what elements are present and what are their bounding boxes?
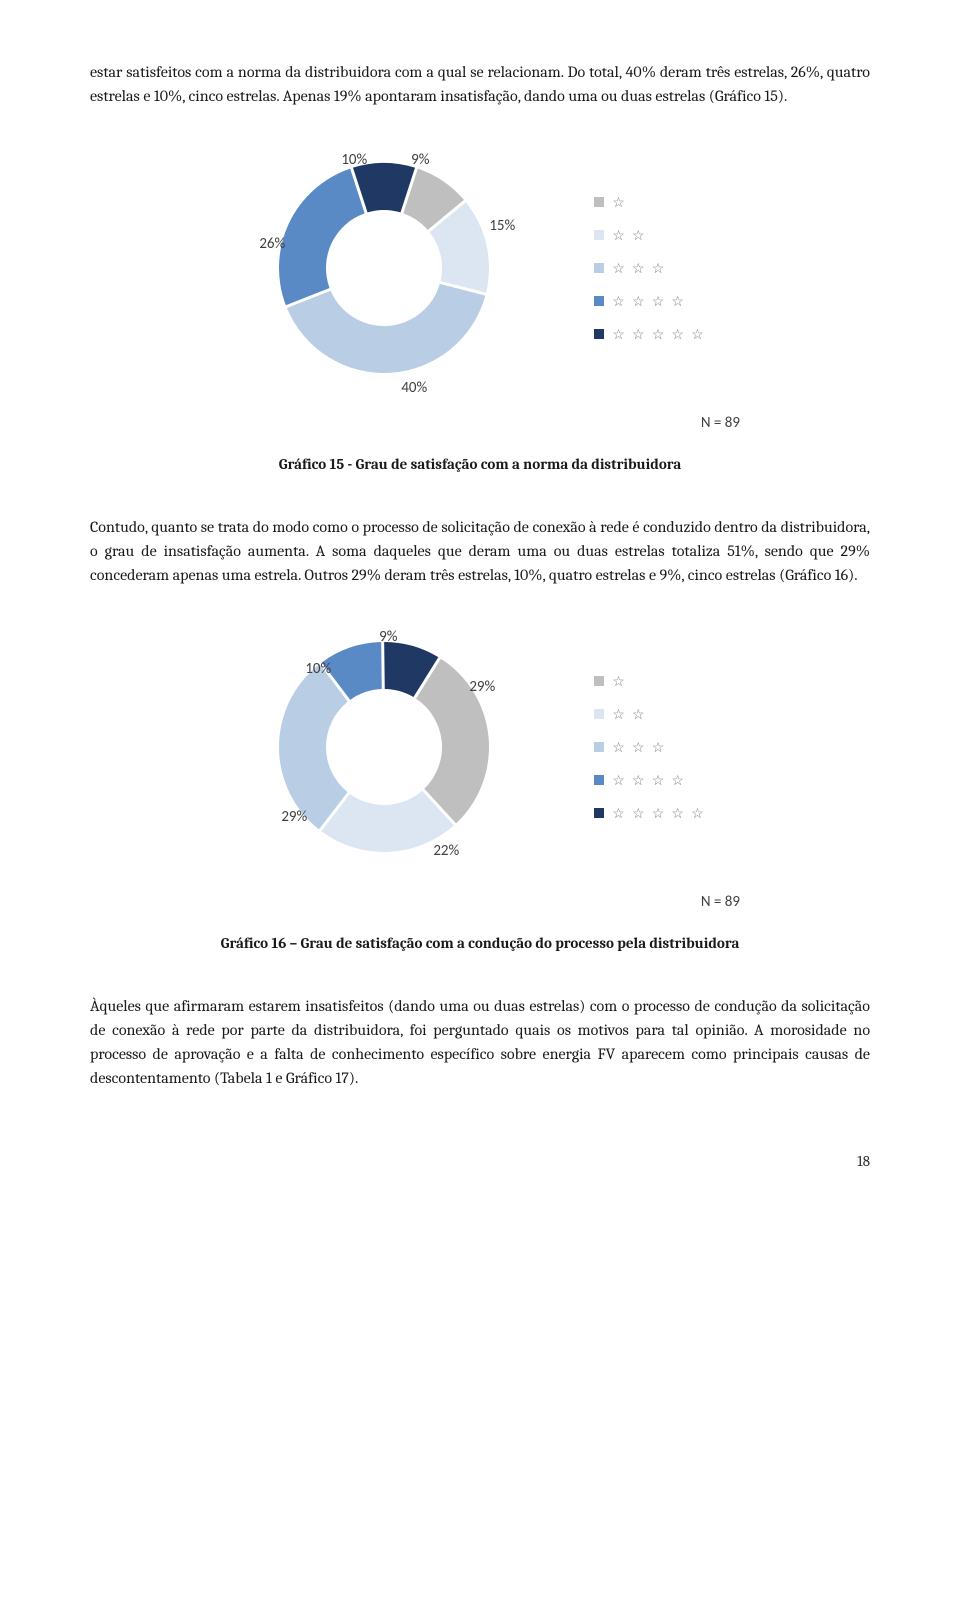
donut-slice xyxy=(287,284,485,373)
donut-slice-label: 22% xyxy=(433,840,459,863)
legend-item: ☆ ☆ ☆ ☆ ☆ xyxy=(594,324,705,345)
paragraph-after-16: Àqueles que afirmaram estarem insatisfei… xyxy=(90,994,870,1090)
legend-item: ☆ xyxy=(594,192,705,213)
page-number: 18 xyxy=(90,1150,870,1173)
legend-stars: ☆ ☆ ☆ ☆ ☆ xyxy=(612,803,705,824)
donut-slice-label: 10% xyxy=(305,658,331,681)
legend-swatch xyxy=(594,296,604,306)
chart-15-donut: 9% 15% 40% 26% 10% xyxy=(254,138,514,398)
legend-item: ☆ ☆ xyxy=(594,225,705,246)
donut-slice-label: 9% xyxy=(411,149,429,172)
legend-swatch xyxy=(594,329,604,339)
donut-slice-label: 10% xyxy=(341,149,367,172)
donut-slice-label: 40% xyxy=(401,377,427,400)
legend-item: ☆ ☆ ☆ ☆ xyxy=(594,770,705,791)
paragraph-intro-15: estar satisfeitos com a norma da distrib… xyxy=(90,60,870,108)
legend-stars: ☆ ☆ ☆ ☆ xyxy=(612,770,686,791)
legend-item: ☆ xyxy=(594,671,705,692)
chart-15-block: 9% 15% 40% 26% 10% ☆ ☆ ☆ ☆ ☆ ☆ ☆ ☆ ☆ ☆ ☆ ☆ ☆ ☆ ☆… xyxy=(90,138,870,475)
legend-item: ☆ ☆ ☆ ☆ xyxy=(594,291,705,312)
chart-16-row: 29% 22% 29% 10% 9% ☆ ☆ ☆ ☆ ☆ ☆ ☆ ☆ ☆ ☆ ☆ ☆ ☆ ☆ ☆ xyxy=(90,617,870,877)
donut-slice-label: 15% xyxy=(489,215,515,238)
chart-15-n: N = 89 xyxy=(90,412,740,435)
legend-swatch xyxy=(594,808,604,818)
donut-slice-label: 29% xyxy=(469,676,495,699)
chart-16-caption: Gráfico 16 – Grau de satisfação com a co… xyxy=(90,932,870,955)
donut-slice xyxy=(279,664,348,829)
legend-stars: ☆ ☆ ☆ ☆ ☆ xyxy=(612,324,705,345)
chart-16-n: N = 89 xyxy=(90,891,740,914)
donut-slice xyxy=(279,169,365,306)
legend-swatch xyxy=(594,230,604,240)
legend-item: ☆ ☆ ☆ ☆ ☆ xyxy=(594,803,705,824)
donut-slice-label: 9% xyxy=(379,626,397,649)
chart-15-caption: Gráfico 15 - Grau de satisfação com a no… xyxy=(90,453,870,476)
donut-slice-label: 29% xyxy=(281,806,307,829)
legend-stars: ☆ xyxy=(612,671,627,692)
legend-swatch xyxy=(594,742,604,752)
legend-swatch xyxy=(594,709,604,719)
chart-16-block: 29% 22% 29% 10% 9% ☆ ☆ ☆ ☆ ☆ ☆ ☆ ☆ ☆ ☆ ☆ ☆ ☆ ☆ ☆… xyxy=(90,617,870,954)
legend-stars: ☆ xyxy=(612,192,627,213)
legend-swatch xyxy=(594,263,604,273)
legend-item: ☆ ☆ ☆ xyxy=(594,258,705,279)
chart-15-row: 9% 15% 40% 26% 10% ☆ ☆ ☆ ☆ ☆ ☆ ☆ ☆ ☆ ☆ ☆ ☆ ☆ ☆ ☆ xyxy=(90,138,870,398)
donut-slice-label: 26% xyxy=(259,233,285,256)
legend-swatch xyxy=(594,775,604,785)
legend-item: ☆ ☆ xyxy=(594,704,705,725)
legend-item: ☆ ☆ ☆ xyxy=(594,737,705,758)
legend-stars: ☆ ☆ ☆ xyxy=(612,737,666,758)
chart-16-donut: 29% 22% 29% 10% 9% xyxy=(254,617,514,877)
legend-stars: ☆ ☆ xyxy=(612,225,646,246)
legend-swatch xyxy=(594,197,604,207)
legend-swatch xyxy=(594,676,604,686)
legend-stars: ☆ ☆ ☆ ☆ xyxy=(612,291,686,312)
chart-15-legend: ☆ ☆ ☆ ☆ ☆ ☆ ☆ ☆ ☆ ☆ ☆ ☆ ☆ ☆ ☆ xyxy=(594,192,705,345)
paragraph-intro-16: Contudo, quanto se trata do modo como o … xyxy=(90,515,870,587)
legend-stars: ☆ ☆ xyxy=(612,704,646,725)
legend-stars: ☆ ☆ ☆ xyxy=(612,258,666,279)
chart-16-legend: ☆ ☆ ☆ ☆ ☆ ☆ ☆ ☆ ☆ ☆ ☆ ☆ ☆ ☆ ☆ xyxy=(594,671,705,824)
